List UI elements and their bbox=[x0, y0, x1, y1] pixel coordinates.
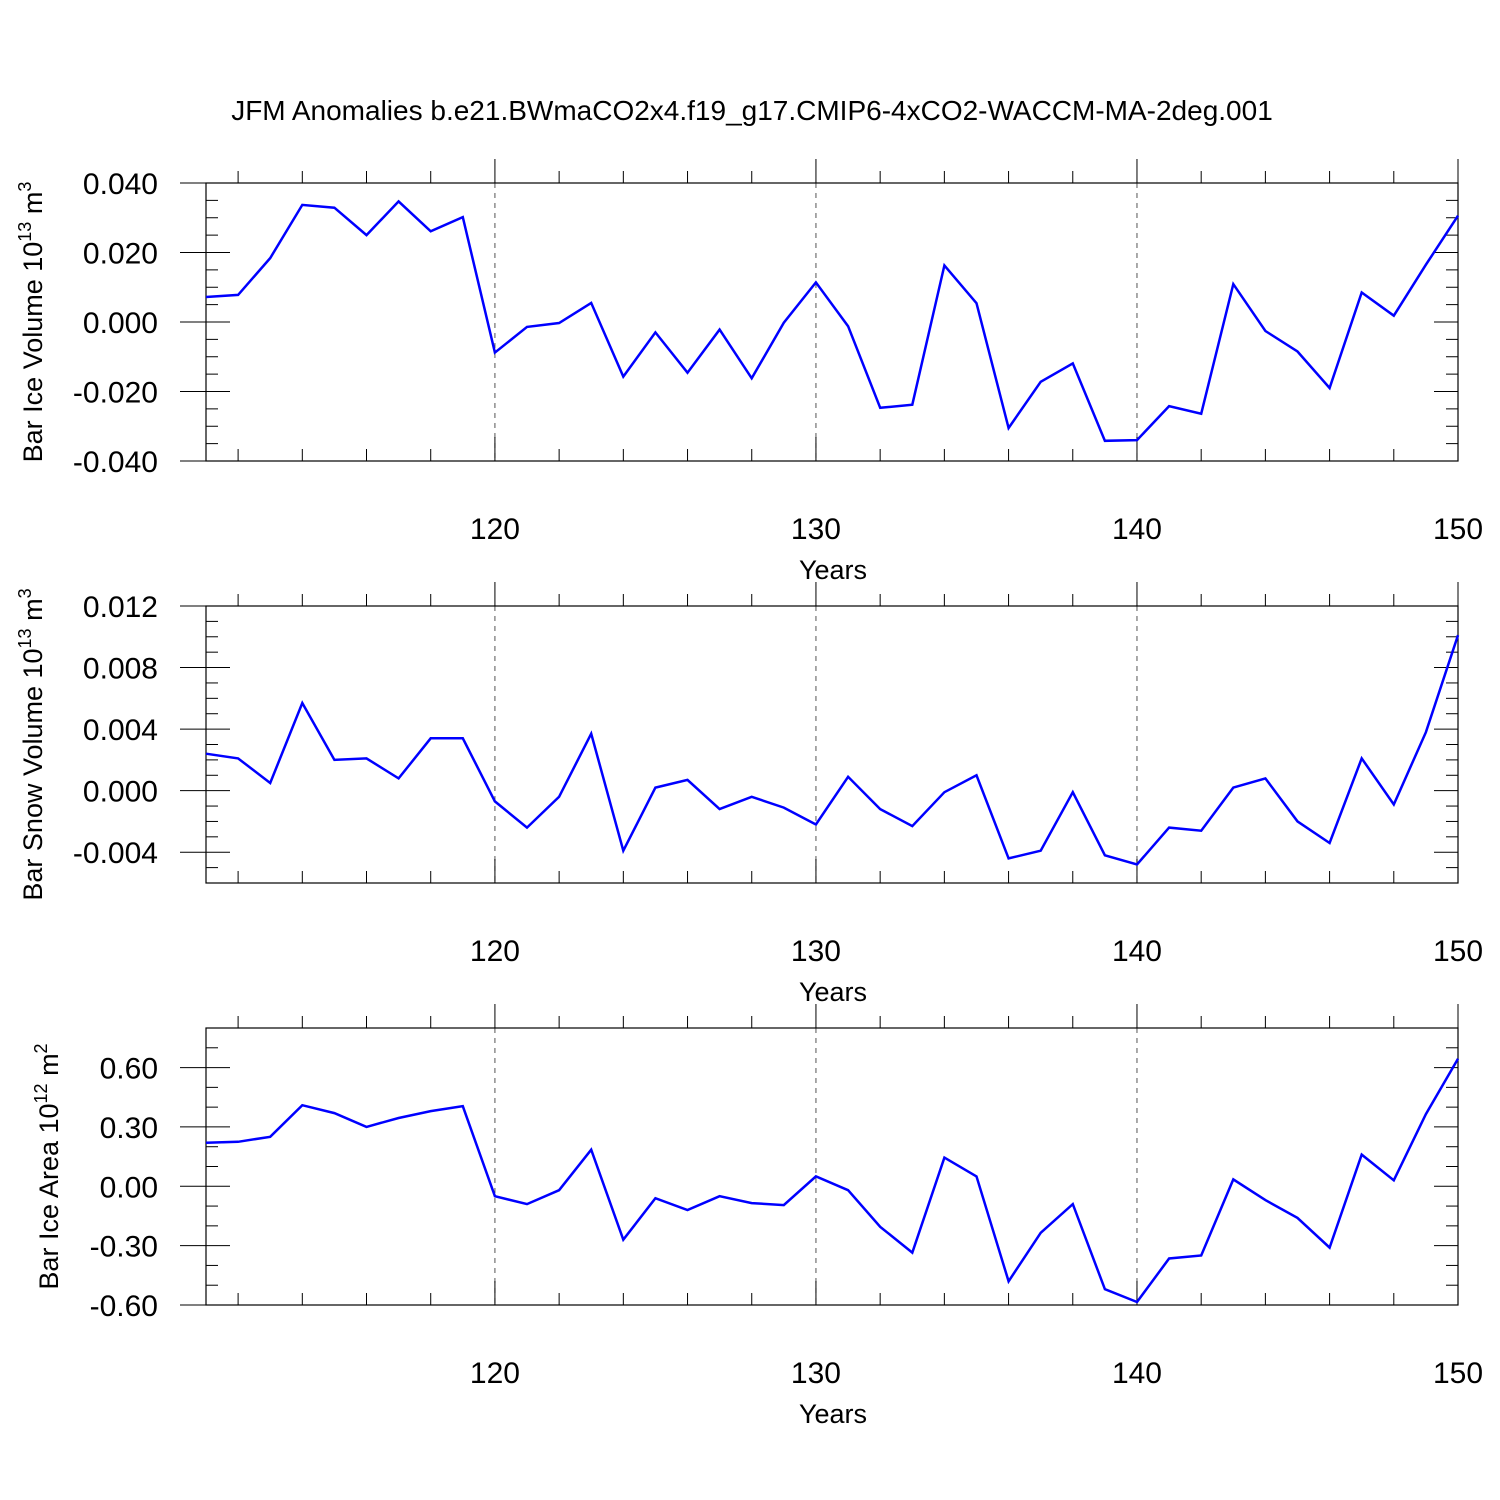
y-axis-title-text: Bar Ice Area 10 bbox=[34, 1103, 64, 1289]
series-line bbox=[205, 1058, 1460, 1304]
y-axis-title-unit: m bbox=[18, 598, 48, 628]
x-axis-title: Years bbox=[799, 977, 867, 1007]
y-tick-label: 0.012 bbox=[83, 591, 158, 624]
x-tick-label: 150 bbox=[1433, 1357, 1483, 1390]
y-tick-label: 0.000 bbox=[83, 307, 158, 340]
chart-title: JFM Anomalies b.e21.BWmaCO2x4.f19_g17.CM… bbox=[231, 95, 1273, 126]
panel-2: 120 130 140 150 Years -0.004 0.000 0.004 0.008 0.… bbox=[15, 582, 1483, 1007]
y-tick-label: 0.00 bbox=[100, 1171, 158, 1204]
y-tick-label: 0.040 bbox=[83, 168, 158, 201]
y-tick-label: 0.60 bbox=[100, 1053, 158, 1086]
x-tick-label: 150 bbox=[1433, 935, 1483, 968]
y-tick-label: 0.020 bbox=[83, 238, 158, 271]
x-tick-label: 140 bbox=[1112, 935, 1162, 968]
panel-1: 120 130 140 150 Years -0.040 -0.020 0.000 0.020 0… bbox=[15, 159, 1483, 585]
x-tick-label: 120 bbox=[470, 1357, 520, 1390]
x-tick-label: 140 bbox=[1112, 513, 1162, 546]
y-tick-label: -0.040 bbox=[73, 446, 158, 479]
series-line bbox=[205, 199, 1460, 443]
y-axis-title: Bar Ice Area 1012 m2 bbox=[31, 1043, 64, 1289]
y-axis-title-text: Bar Ice Volume 10 bbox=[18, 242, 48, 463]
x-axis-title: Years bbox=[799, 555, 867, 585]
y-tick-label: 0.30 bbox=[100, 1112, 158, 1145]
y-axis-title: Bar Ice Volume 1013 m3 bbox=[15, 182, 48, 463]
x-tick-label: 120 bbox=[470, 935, 520, 968]
series-line bbox=[205, 634, 1460, 866]
y-axis-title: Bar Snow Volume 1013 m3 bbox=[15, 588, 48, 900]
y-axis-title-exponent: 12 bbox=[31, 1083, 51, 1103]
y-tick-label: -0.30 bbox=[90, 1231, 158, 1264]
y-tick-label: 0.000 bbox=[83, 776, 158, 809]
y-tick-label: -0.60 bbox=[90, 1290, 158, 1323]
y-axis-title-unit: m bbox=[34, 1053, 64, 1083]
plot-frame bbox=[205, 182, 1459, 462]
y-axis-title-exponent: 13 bbox=[15, 628, 35, 648]
x-tick-label: 140 bbox=[1112, 1357, 1162, 1390]
x-tick-label: 150 bbox=[1433, 513, 1483, 546]
plot-frame bbox=[205, 1027, 1459, 1306]
x-tick-label: 120 bbox=[470, 513, 520, 546]
x-axis-title: Years bbox=[799, 1399, 867, 1429]
y-axis-title-exponent: 13 bbox=[15, 222, 35, 242]
y-axis-title-text: Bar Snow Volume 10 bbox=[18, 648, 48, 900]
plot-frame bbox=[205, 605, 1459, 884]
x-tick-label: 130 bbox=[791, 513, 841, 546]
y-tick-label: -0.004 bbox=[73, 837, 158, 870]
panel-3: 120 130 140 150 Years -0.60 -0.30 0.00 0.30 0.60 B… bbox=[31, 1004, 1483, 1429]
y-axis-title-unit-exponent: 2 bbox=[31, 1043, 51, 1053]
x-tick-label: 130 bbox=[791, 935, 841, 968]
y-tick-label: 0.004 bbox=[83, 714, 158, 747]
panels: 120 130 140 150 Years -0.040 -0.020 0.000 0.020 0… bbox=[15, 159, 1483, 1429]
y-axis-title-unit-exponent: 3 bbox=[15, 588, 35, 598]
y-axis-title-unit-exponent: 3 bbox=[15, 182, 35, 192]
y-tick-label: 0.008 bbox=[83, 653, 158, 686]
y-tick-label: -0.020 bbox=[73, 377, 158, 410]
x-tick-label: 130 bbox=[791, 1357, 841, 1390]
y-axis-title-unit: m bbox=[18, 192, 48, 222]
